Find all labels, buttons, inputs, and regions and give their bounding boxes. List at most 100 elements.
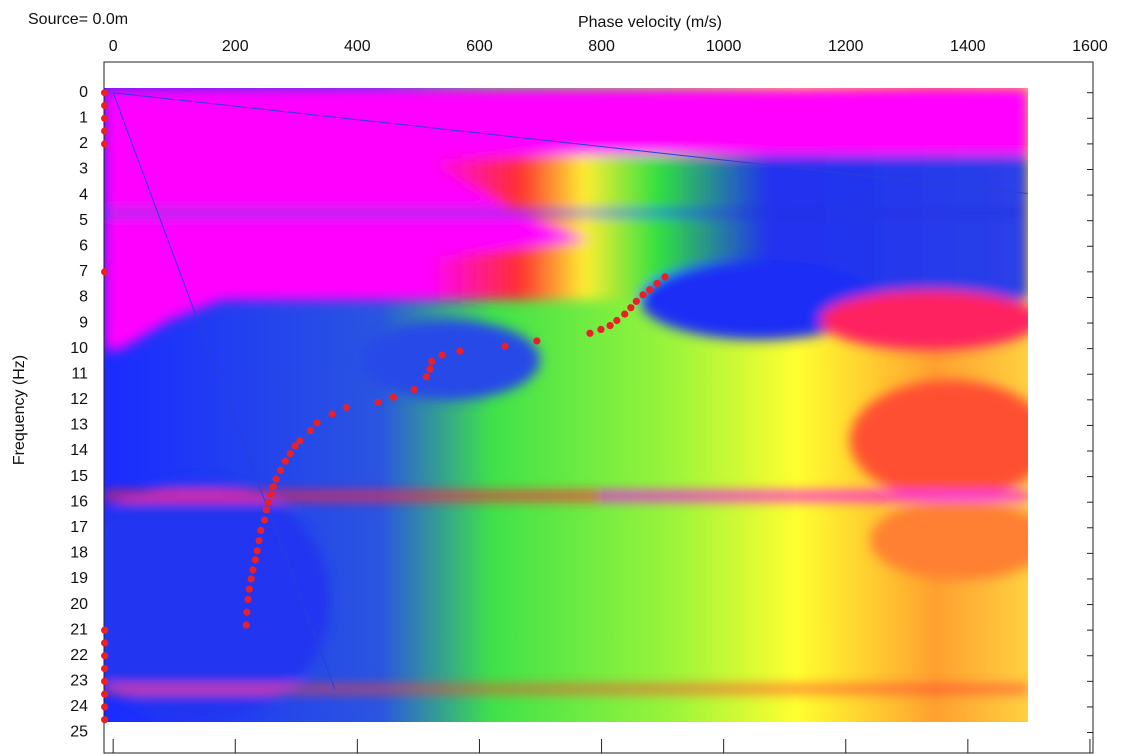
pick-point: [276, 466, 285, 474]
y-tick-label: 13: [70, 417, 88, 434]
pick-point: [374, 398, 382, 406]
pick-point: [606, 322, 614, 330]
y-tick-label: 9: [79, 314, 88, 331]
pick-point: [286, 449, 294, 458]
pick-point: [242, 621, 250, 629]
pick-point: [101, 89, 109, 97]
pick-point: [428, 357, 436, 366]
pick-point: [586, 329, 594, 337]
pick-point: [438, 351, 446, 359]
pick-point: [260, 516, 269, 524]
x-tick-label: 0: [109, 38, 118, 55]
pick-point: [661, 273, 669, 281]
pick-point: [426, 365, 434, 373]
plot-frame: [103, 61, 1094, 754]
pick-point: [253, 547, 261, 555]
x-axis-label: Phase velocity (m/s): [578, 14, 722, 31]
dispersion-image: [104, 88, 1028, 722]
pick-point: [272, 475, 280, 483]
pick-point: [255, 536, 263, 545]
pick-point: [249, 566, 257, 574]
pick-point: [247, 575, 255, 583]
pick-point: [101, 626, 109, 634]
pick-point: [621, 310, 629, 318]
pick-point: [501, 342, 509, 350]
pick-point: [264, 498, 272, 506]
pick-point: [243, 608, 251, 616]
y-tick-label: 12: [70, 391, 88, 408]
pick-point: [456, 347, 464, 355]
pick-point: [101, 664, 109, 673]
pick-point: [251, 556, 260, 564]
pick-point: [101, 127, 109, 135]
pick-point: [328, 410, 336, 418]
x-tick-label: 1400: [950, 38, 986, 55]
pick-point: [101, 268, 109, 276]
pick-point: [646, 286, 654, 294]
y-tick-label: 10: [70, 340, 88, 357]
pick-point: [632, 297, 640, 305]
y-tick-label: 1: [79, 110, 88, 127]
pick-point: [101, 652, 109, 660]
y-tick-label: 21: [70, 621, 88, 638]
pick-point: [627, 304, 635, 312]
x-tick-label: 800: [588, 38, 615, 55]
pick-point: [291, 442, 299, 450]
x-tick-label: 400: [344, 38, 371, 55]
x-tick-label: 1200: [828, 38, 864, 55]
chart-title: Source= 0.0m: [28, 11, 128, 28]
pick-point: [101, 101, 109, 110]
pick-point: [313, 419, 321, 427]
y-tick-label: 14: [70, 442, 88, 459]
y-tick-label: 4: [79, 186, 88, 203]
pick-point: [262, 506, 270, 514]
pick-point: [342, 403, 350, 412]
pick-point: [613, 316, 621, 325]
y-tick-label: 20: [70, 596, 88, 613]
y-tick-label: 16: [70, 493, 88, 510]
pick-point: [533, 337, 541, 345]
y-tick-label: 24: [70, 698, 88, 715]
y-tick-label: 25: [70, 724, 88, 741]
pick-point: [639, 291, 647, 299]
y-tick-label: 3: [79, 161, 88, 178]
y-tick-label: 2: [79, 135, 88, 152]
x-tick-label: 1000: [706, 38, 742, 55]
pick-point: [422, 373, 430, 381]
pick-point: [653, 279, 661, 287]
pick-point: [101, 639, 109, 647]
pick-point: [101, 703, 109, 711]
velocity-line: [112, 92, 336, 690]
pick-point: [244, 595, 252, 604]
y-tick-label: 11: [71, 365, 88, 382]
y-tick-label: 6: [79, 237, 88, 254]
x-tick-label: 200: [222, 38, 249, 55]
pick-point: [101, 114, 109, 122]
y-tick-label: 19: [70, 570, 88, 587]
y-axis-label: Frequency (Hz): [11, 355, 28, 465]
pick-point: [389, 393, 397, 401]
pick-point: [101, 716, 109, 724]
velocity-line: [113, 92, 1028, 195]
y-tick-label: 22: [70, 647, 88, 664]
pick-point: [257, 526, 265, 534]
pick-point: [101, 690, 109, 698]
pick-point: [296, 437, 304, 445]
x-tick-label: 1600: [1072, 38, 1108, 55]
y-tick-label: 5: [79, 212, 88, 229]
y-tick-label: 8: [79, 289, 88, 306]
pick-point: [101, 140, 109, 148]
pick-point: [306, 426, 314, 435]
pick-point: [281, 457, 289, 465]
pick-point: [101, 677, 109, 685]
y-tick-label: 0: [79, 84, 88, 101]
pick-point: [410, 385, 418, 394]
y-tick-label: 18: [70, 545, 88, 562]
y-tick-label: 23: [70, 673, 88, 690]
pick-point: [267, 490, 275, 499]
x-tick-label: 600: [466, 38, 493, 55]
pick-point: [245, 585, 253, 593]
y-tick-label: 7: [79, 263, 88, 280]
